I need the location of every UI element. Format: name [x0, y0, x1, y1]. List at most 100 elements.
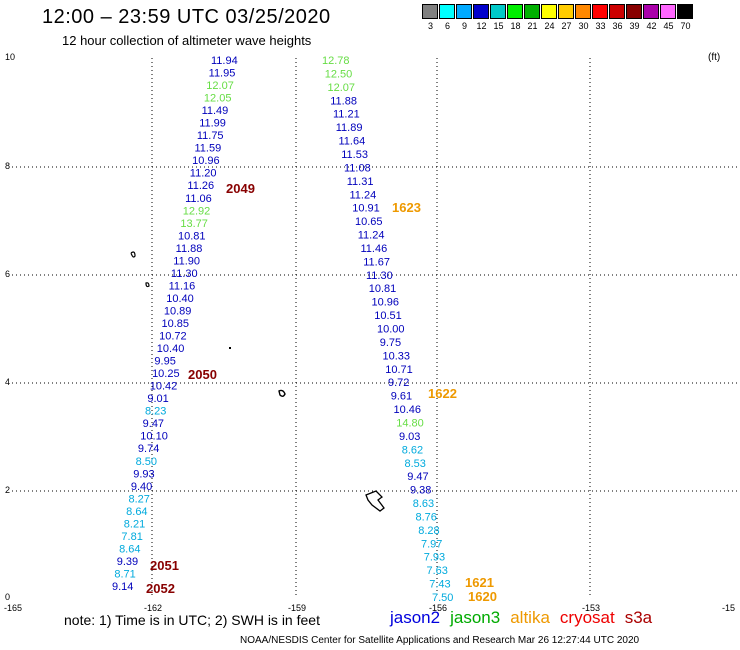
time-label: 1621	[465, 575, 494, 590]
colorbar-label: 6	[444, 21, 450, 31]
wave-height-label: 11.90	[173, 255, 200, 267]
wave-height-label: 11.20	[190, 168, 217, 180]
colorbar-swatch	[558, 4, 574, 19]
colorbar-label: 27	[561, 21, 572, 31]
wave-height-label: 8.21	[124, 518, 145, 530]
colorbar-swatch	[422, 4, 438, 19]
wave-height-label: 10.65	[355, 216, 383, 228]
grid-lines	[12, 58, 740, 598]
wave-height-label: 10.10	[140, 431, 168, 443]
x-tick-label: -156	[429, 603, 447, 613]
wave-height-label: 9.47	[407, 471, 428, 483]
satellite-legend: jason2 jason3 altika cryosat s3a	[390, 608, 652, 628]
y-tick-label: 6	[5, 269, 10, 279]
legend-jason3: jason3	[450, 608, 501, 627]
colorbar-swatch	[507, 4, 523, 19]
wave-height-label: 9.93	[133, 468, 154, 480]
wave-height-label: 11.31	[347, 176, 374, 188]
wave-height-label: 9.40	[131, 481, 152, 493]
y-tick-label: 10	[5, 52, 15, 62]
wave-height-label: 10.51	[374, 310, 402, 322]
wave-height-label: 8.76	[416, 511, 437, 523]
time-label: 2050	[188, 367, 217, 382]
wave-height-label: 9.95	[154, 356, 175, 368]
wave-height-label: 8.64	[119, 543, 140, 555]
colorbar-swatch	[490, 4, 506, 19]
wave-height-label: 8.50	[136, 456, 157, 468]
wave-height-label: 9.39	[117, 556, 138, 568]
colorbar-label: 12	[476, 21, 487, 31]
wave-height-label: 10.81	[178, 230, 206, 242]
colorbar-swatch	[677, 4, 693, 19]
wave-height-label: 11.67	[363, 256, 390, 268]
wave-height-label: 11.26	[187, 180, 214, 192]
wave-height-label: 9.03	[399, 431, 420, 443]
colorbar-label: 18	[510, 21, 521, 31]
wave-height-label: 11.30	[171, 268, 198, 280]
wave-height-label: 10.81	[369, 283, 397, 295]
wave-height-label: 12.50	[325, 68, 353, 80]
island-hawaii	[365, 490, 385, 512]
colorbar-labels: 3 6 9 12 15 18 21 24 27 30 33 36 39 42 45 70	[422, 21, 694, 31]
wave-height-label: 9.01	[147, 393, 168, 405]
colorbar-label: 30	[578, 21, 589, 31]
wave-height-label: 11.06	[185, 193, 212, 205]
wave-height-label: 10.40	[166, 293, 194, 305]
time-label: 1620	[468, 589, 497, 604]
wave-height-label: 7.43	[429, 579, 450, 591]
wave-height-label: 11.64	[339, 136, 366, 148]
wave-height-label: 11.08	[344, 162, 371, 174]
colorbar-swatch	[626, 4, 642, 19]
wave-height-label: 11.49	[202, 105, 229, 117]
legend-altika: altika	[510, 608, 550, 627]
colorbar-unit: (ft)	[708, 52, 721, 63]
wave-height-label: 10.96	[372, 297, 400, 309]
wave-height-label: 11.95	[209, 68, 236, 80]
wave-height-label: 11.94	[211, 55, 238, 67]
colorbar-swatch	[660, 4, 676, 19]
wave-height-label: 10.71	[385, 364, 413, 376]
y-tick-label: 0	[5, 592, 10, 602]
wave-height-label: 10.96	[192, 155, 220, 167]
time-label: 1622	[428, 386, 457, 401]
wave-height-label: 11.53	[341, 149, 368, 161]
wave-height-label: 7.81	[121, 531, 142, 543]
colorbar-swatch	[524, 4, 540, 19]
wave-height-label: 11.99	[199, 118, 226, 130]
wave-height-label: 11.24	[350, 189, 377, 201]
colorbar-label: 70	[680, 21, 691, 31]
map-subtitle: 12 hour collection of altimeter wave hei…	[62, 33, 312, 48]
footnote: note: 1) Time is in UTC; 2) SWH is in fe…	[64, 612, 320, 628]
wave-height-label: 7.97	[421, 538, 442, 550]
wave-height-label: 11.75	[197, 130, 224, 142]
wave-height-label: 10.42	[150, 381, 178, 393]
x-tick-label: -159	[288, 603, 306, 613]
wave-height-label: 9.47	[143, 418, 164, 430]
wave-height-label: 12.78	[322, 55, 350, 67]
colorbar-label: 15	[493, 21, 504, 31]
time-label: 2049	[226, 181, 255, 196]
colorbar-swatch	[592, 4, 608, 19]
island-niihau	[130, 251, 136, 258]
colorbar-label: 36	[612, 21, 623, 31]
wave-height-label: 10.00	[377, 324, 405, 336]
wave-height-label: 8.64	[126, 506, 147, 518]
wave-height-label: 8.71	[114, 568, 135, 580]
colorbar-swatch	[643, 4, 659, 19]
wave-height-label: 12.07	[328, 82, 356, 94]
wave-height-label: 10.89	[164, 305, 192, 317]
legend-jason2: jason2	[390, 608, 441, 627]
island-kauai	[145, 282, 150, 288]
x-tick-label: -162	[144, 603, 162, 613]
wave-height-label: 10.72	[159, 331, 187, 343]
wave-height-label: 8.63	[413, 498, 434, 510]
wave-height-label: 7.93	[424, 552, 445, 564]
colorbar-swatch	[609, 4, 625, 19]
x-tick-label: -15	[722, 603, 735, 613]
colorbar-swatch	[541, 4, 557, 19]
wave-height-label: 9.14	[112, 581, 133, 593]
wave-height-label: 9.74	[138, 443, 159, 455]
time-label: 1623	[392, 200, 421, 215]
wave-height-label: 9.38	[410, 485, 431, 497]
